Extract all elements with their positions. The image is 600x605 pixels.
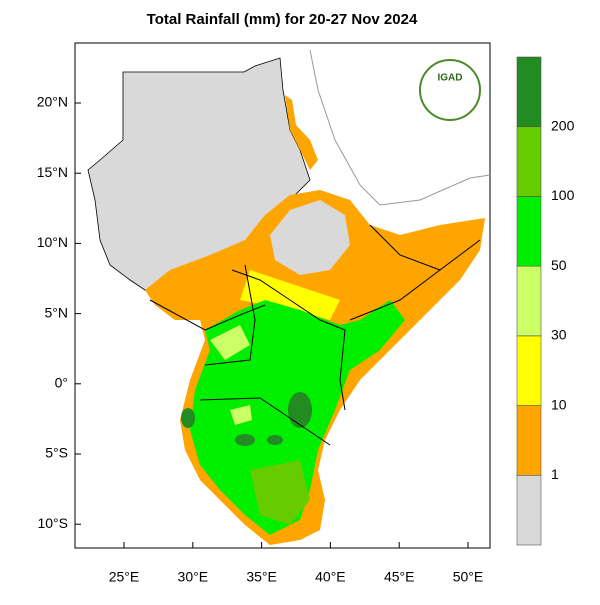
colorbar-label: 10 xyxy=(551,396,567,412)
colorbar-segment xyxy=(516,56,542,128)
colorbar: 1 10 30 50 100 200 xyxy=(516,56,575,546)
colorbar-segment xyxy=(516,405,542,476)
country-border xyxy=(349,239,481,321)
country-border xyxy=(204,264,256,366)
colorbar-segment xyxy=(516,474,542,546)
colorbar-label: 200 xyxy=(551,117,575,133)
lon-tick-label: 45°E xyxy=(384,569,415,585)
lat-tick-label: 20°N xyxy=(37,94,68,110)
map-layers xyxy=(87,49,491,545)
lat-tick-label: 10°S xyxy=(37,515,68,531)
colorbar-segment xyxy=(516,196,542,267)
axis-ticks: 20°N 15°N 10°N 5°N 0° 5°S 10°S 25°E 30°E 35°E 40°E… xyxy=(37,94,484,585)
country-border xyxy=(199,397,331,446)
rain-area xyxy=(240,270,340,320)
logo xyxy=(419,59,481,121)
lon-tick-label: 40°E xyxy=(315,569,346,585)
colorbar-label: 100 xyxy=(551,187,575,203)
coastline xyxy=(309,49,491,206)
rain-area xyxy=(267,435,283,445)
rain-area xyxy=(181,408,195,428)
lat-tick-label: 15°N xyxy=(37,164,68,180)
country-border xyxy=(149,299,266,331)
lat-tick-label: 0° xyxy=(55,375,68,391)
lon-tick-label: 25°E xyxy=(109,569,140,585)
country-border xyxy=(231,269,346,331)
map-title: Total Rainfall (mm) for 20-27 Nov 2024 xyxy=(147,11,418,28)
colorbar-segment xyxy=(516,126,542,197)
lat-tick-label: 10°N xyxy=(37,234,68,250)
lon-tick-label: 50°E xyxy=(453,569,484,585)
lat-tick-label: 5°N xyxy=(45,304,69,320)
country-border xyxy=(369,224,441,271)
lat-tick-label: 5°S xyxy=(45,445,68,461)
rain-area xyxy=(250,460,310,525)
logo-text: IGAD xyxy=(438,73,463,84)
colorbar-label: 1 xyxy=(551,466,559,482)
colorbar-label: 30 xyxy=(551,327,567,343)
no-rain-area xyxy=(270,200,350,275)
colorbar-segment xyxy=(516,265,542,337)
rain-area xyxy=(210,325,250,360)
rain-area xyxy=(235,434,255,446)
lon-tick-label: 35°E xyxy=(246,569,277,585)
colorbar-label: 50 xyxy=(551,257,567,273)
rain-area xyxy=(285,95,318,170)
country-border xyxy=(339,329,346,411)
rain-area xyxy=(230,405,252,425)
lon-tick-label: 30°E xyxy=(178,569,209,585)
colorbar-segment xyxy=(516,335,542,406)
rain-area xyxy=(288,392,312,428)
